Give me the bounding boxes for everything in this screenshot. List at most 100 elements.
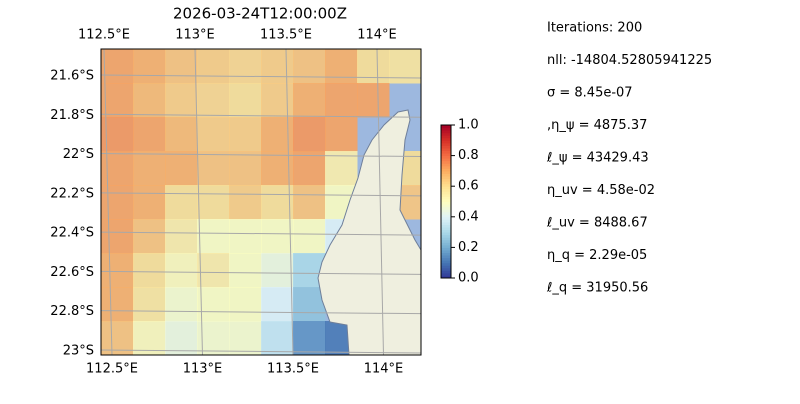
field-cell [101,253,134,288]
colorbar-segment [441,191,451,195]
info-line: ℓ_ψ = 43429.43 [546,151,649,166]
field-cell [229,83,262,118]
colorbar-segment [441,176,451,180]
field-cell [293,321,326,355]
field-cell [293,219,326,254]
field-cell [261,321,294,355]
field-cell [133,253,166,288]
colorbar-segment [441,229,451,233]
meridian [194,49,203,355]
parallel [101,349,421,354]
info-line: η_uv = 4.58e-02 [547,183,655,198]
colorbar-segment [441,160,451,164]
colorbar-tick-label: 0.6 [458,179,479,194]
meridian [285,49,294,355]
field-layer [101,49,421,355]
field-cell [133,49,166,84]
colorbar-segment [441,244,451,248]
colorbar-segment [441,242,451,246]
parallel [101,153,421,158]
colorbar-segment [441,247,451,251]
colorbar-segment [441,272,451,276]
colorbar-segment [441,209,451,213]
colorbar-segment [441,275,451,279]
field-cell [229,151,262,186]
colorbar-segment [441,196,451,200]
field-cell [197,151,230,186]
colorbar-segment [441,142,451,146]
colorbar-segment [441,170,451,174]
field-cell [133,117,166,152]
field-cell [165,117,198,152]
lat-label: 21.6°S [50,69,94,84]
field-cell [165,83,198,118]
field-cell [101,287,134,322]
colorbar-segment [441,147,451,151]
field-cell [229,117,262,152]
colorbar-segment [441,204,451,208]
field-cell [133,185,166,220]
field-cell [101,49,134,84]
colorbar-segment [441,181,451,185]
colorbar-segment [441,221,451,225]
info-line: ,η_ψ = 4875.37 [547,118,647,133]
info-line: ℓ_uv = 8488.67 [546,216,648,231]
lat-label: 22.4°S [50,226,94,241]
colorbar-segment [441,260,451,264]
colorbar-segment [441,150,451,154]
colorbar-tick-label: 0.4 [458,209,479,224]
colorbar-segment [441,186,451,190]
colorbar-segment [441,219,451,223]
field-cell [357,83,390,118]
lat-label: 22.8°S [50,304,94,319]
lat-label: 22.2°S [50,186,94,201]
colorbar-segment [441,135,451,139]
field-cell [197,117,230,152]
colorbar-segment [441,211,451,215]
colorbar-segment [441,168,451,172]
colorbar-segment [441,125,451,129]
colorbar-segment [441,270,451,274]
colorbar-segment [441,239,451,243]
field-cell [261,287,294,322]
field-cell [101,151,134,186]
meridian [376,49,384,355]
parallel [101,310,421,315]
colorbar-segment [441,140,451,144]
lon-label-bottom: 112.5°E [86,362,138,377]
lon-label-top: 114°E [357,28,397,43]
lat-label: 22.6°S [50,265,94,280]
colorbar-segment [441,193,451,197]
colorbar-segment [441,165,451,169]
colorbar-segment [441,265,451,269]
colorbar-segment [441,232,451,236]
colorbar-segment [441,132,451,136]
lon-label-bottom: 113.5°E [267,362,319,377]
lat-label: 23°S [63,343,94,358]
info-line: ℓ_q = 31950.56 [546,281,648,296]
field-cell [165,287,198,322]
colorbar-segment [441,158,451,162]
lon-label-bottom: 114°E [364,362,404,377]
field-cell [101,83,134,118]
colorbar-segment [441,257,451,261]
field-cell [293,185,326,220]
lon-label-top: 112.5°E [78,28,130,43]
colorbar-segment [441,206,451,210]
colorbar-segment [441,183,451,187]
colorbar-tick-label: 1.0 [458,118,479,133]
colorbar-tick-label: 0.8 [458,148,479,163]
lon-label-top: 113.5°E [260,28,312,43]
field-cell [165,49,198,84]
field-cell [293,117,326,152]
colorbar-segment [441,163,451,167]
field-cell [165,321,198,355]
field-cell [325,151,358,186]
field-cell [165,151,198,186]
colorbar-segment [441,227,451,231]
field-cell [261,253,294,288]
info-line: η_q = 2.29e-05 [547,248,647,263]
field-cell [133,219,166,254]
colorbar-segment [441,224,451,228]
